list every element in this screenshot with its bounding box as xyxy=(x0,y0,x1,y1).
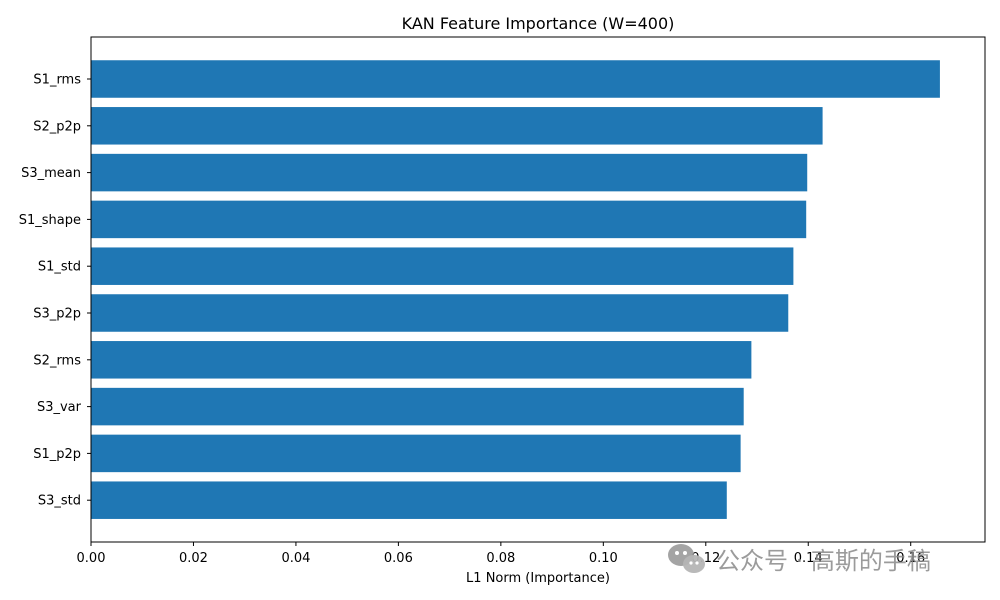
bar-S3_mean xyxy=(91,153,808,192)
watermark-text: 公众号 · 高斯的手稿 xyxy=(716,547,931,575)
x-tick-label: 0.00 xyxy=(77,551,106,566)
y-tick-label: S2_rms xyxy=(33,353,81,368)
x-tick-label: 0.10 xyxy=(589,551,618,566)
bar-S3_std xyxy=(91,481,727,519)
x-axis-label: L1 Norm (Importance) xyxy=(466,571,610,586)
plot-frame xyxy=(90,36,986,543)
wechat-icon xyxy=(668,544,705,573)
x-tick-label: 0.04 xyxy=(281,551,310,566)
y-tick-label: S3_p2p xyxy=(33,307,81,322)
bar-S1_rms xyxy=(91,60,940,98)
x-ticks-group: 0.00 0.02 0.04 0.06 0.08 0.10 0.12 0.14 0.16 xyxy=(77,542,925,566)
y-tick-label: S1_rms xyxy=(33,73,81,88)
bars-group xyxy=(91,60,940,519)
x-tick-label: 0.14 xyxy=(794,551,823,566)
x-tick-label: 0.16 xyxy=(896,551,925,566)
watermark: 公众号 · 高斯的手稿 xyxy=(668,544,931,575)
bar-S1_shape xyxy=(91,200,807,239)
chart-title: KAN Feature Importance (W=400) xyxy=(402,14,675,33)
y-tick-label: S2_p2p xyxy=(33,119,81,134)
bar-S1_std xyxy=(91,247,794,285)
bar-S2_p2p xyxy=(91,107,823,145)
bar-S2_rms xyxy=(91,341,752,379)
x-tick-label: 0.08 xyxy=(486,551,515,566)
x-tick-label: 0.02 xyxy=(179,551,208,566)
x-tick-label: 0.06 xyxy=(384,551,413,566)
y-ticks-group: S1_rms S2_p2p S3_mean S1_shape S1_std S3_p2p S… xyxy=(19,73,91,509)
y-tick-label: S3_var xyxy=(37,400,82,415)
y-tick-label: S3_std xyxy=(38,494,81,509)
bar-S3_var xyxy=(91,387,744,426)
y-tick-label: S1_shape xyxy=(19,213,81,228)
y-tick-label: S1_std xyxy=(38,260,81,275)
bar-S1_p2p xyxy=(91,434,741,473)
bar-S3_p2p xyxy=(91,294,789,332)
y-tick-label: S3_mean xyxy=(21,166,81,181)
y-tick-label: S1_p2p xyxy=(33,447,81,462)
